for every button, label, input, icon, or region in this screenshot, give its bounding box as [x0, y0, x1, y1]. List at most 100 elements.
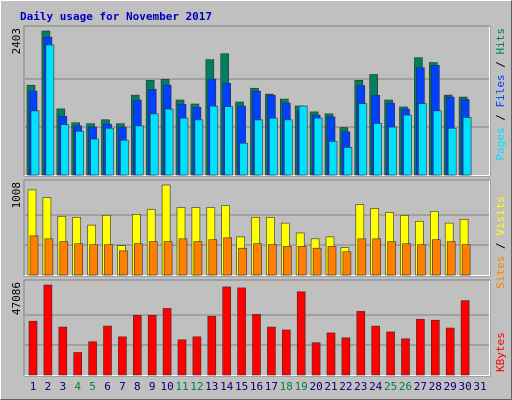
bar: [224, 106, 233, 176]
x-tick-label: 21: [324, 380, 337, 393]
bar: [372, 238, 382, 276]
bar: [238, 247, 247, 276]
legend-separator: /: [494, 236, 507, 256]
bar: [207, 316, 217, 376]
x-tick-label: 8: [134, 380, 141, 393]
x-tick-label: 2: [45, 380, 52, 393]
legend-entry: Sites: [494, 256, 507, 289]
x-tick-label: 14: [220, 380, 234, 393]
bar: [446, 241, 456, 276]
bar: [105, 127, 114, 176]
bar: [430, 319, 440, 376]
bar: [43, 284, 53, 376]
x-tick-label: 18: [280, 380, 293, 393]
bar: [341, 337, 351, 376]
bar: [30, 110, 40, 176]
bar: [313, 117, 323, 176]
x-tick-label: 23: [354, 380, 367, 393]
bar: [133, 315, 142, 376]
bar: [297, 246, 307, 276]
bar: [373, 123, 383, 176]
x-tick-label: 12: [190, 380, 203, 393]
bar: [357, 238, 367, 276]
x-tick-label: 5: [89, 380, 96, 393]
bar: [311, 342, 321, 376]
bar: [164, 108, 174, 176]
bar: [371, 325, 381, 376]
y-tick-label: 47086: [10, 282, 23, 315]
legend-entry: Visits: [494, 196, 507, 236]
x-tick-label: 20: [309, 380, 322, 393]
chart-title: Daily usage for November 2017: [20, 10, 212, 23]
bar: [283, 119, 293, 176]
bar: [252, 314, 261, 376]
bar: [209, 105, 219, 176]
bar: [358, 103, 368, 176]
bar: [223, 237, 232, 276]
bar: [103, 325, 112, 376]
x-tick-label: 27: [414, 380, 427, 393]
x-tick-label: 31: [473, 380, 486, 393]
bar: [387, 241, 396, 276]
x-tick-label: 13: [205, 380, 218, 393]
bar: [296, 291, 306, 376]
bar: [402, 243, 411, 276]
bar: [343, 147, 353, 176]
bar: [162, 308, 172, 376]
legend: Pages / Files / Hits: [494, 28, 507, 161]
legend-separator: /: [494, 55, 507, 75]
x-tick-label: 7: [119, 380, 126, 393]
x-tick-label: 4: [74, 380, 81, 393]
legend-entry: Files: [494, 74, 507, 107]
x-tick-label: 22: [339, 380, 352, 393]
legend-separator: /: [494, 108, 507, 128]
bar: [268, 244, 277, 276]
x-tick-label: 16: [250, 380, 263, 393]
x-tick-label: 24: [369, 380, 383, 393]
bar: [60, 124, 70, 176]
bar: [104, 244, 113, 276]
bar: [403, 114, 412, 176]
bar: [269, 117, 278, 176]
bar: [281, 329, 291, 376]
bar: [239, 142, 248, 176]
bar: [28, 320, 38, 376]
bar: [312, 247, 322, 276]
x-tick-label: 30: [458, 380, 471, 393]
panel-bevel: [24, 180, 490, 276]
x-tick-label: 17: [265, 380, 278, 393]
legend-entry: KBytes: [494, 332, 507, 372]
bar: [327, 246, 337, 276]
bar: [388, 126, 397, 176]
bar: [445, 327, 455, 376]
bar: [282, 246, 292, 276]
bar: [432, 110, 442, 176]
legend: KBytes: [494, 332, 507, 372]
x-tick-label: 3: [59, 380, 66, 393]
bar: [118, 336, 127, 376]
bar: [29, 235, 39, 276]
bar: [119, 250, 128, 276]
x-tick-label: 9: [149, 380, 156, 393]
x-tick-label: 6: [104, 380, 111, 393]
bar: [460, 300, 470, 376]
panel-bevel: [24, 26, 490, 176]
bar: [386, 331, 395, 376]
bar: [401, 338, 410, 376]
bar: [135, 125, 144, 176]
bar: [75, 130, 84, 176]
bar: [431, 239, 441, 276]
bar: [328, 141, 338, 176]
bar: [461, 244, 471, 276]
x-tick-label: 10: [160, 380, 173, 393]
x-tick-label: 19: [295, 380, 308, 393]
bar: [120, 139, 129, 176]
bar: [44, 238, 54, 276]
bar: [147, 315, 157, 376]
bar: [356, 311, 366, 376]
bar: [192, 336, 202, 376]
bar: [58, 326, 68, 376]
y-tick-label: 2403: [10, 28, 23, 55]
